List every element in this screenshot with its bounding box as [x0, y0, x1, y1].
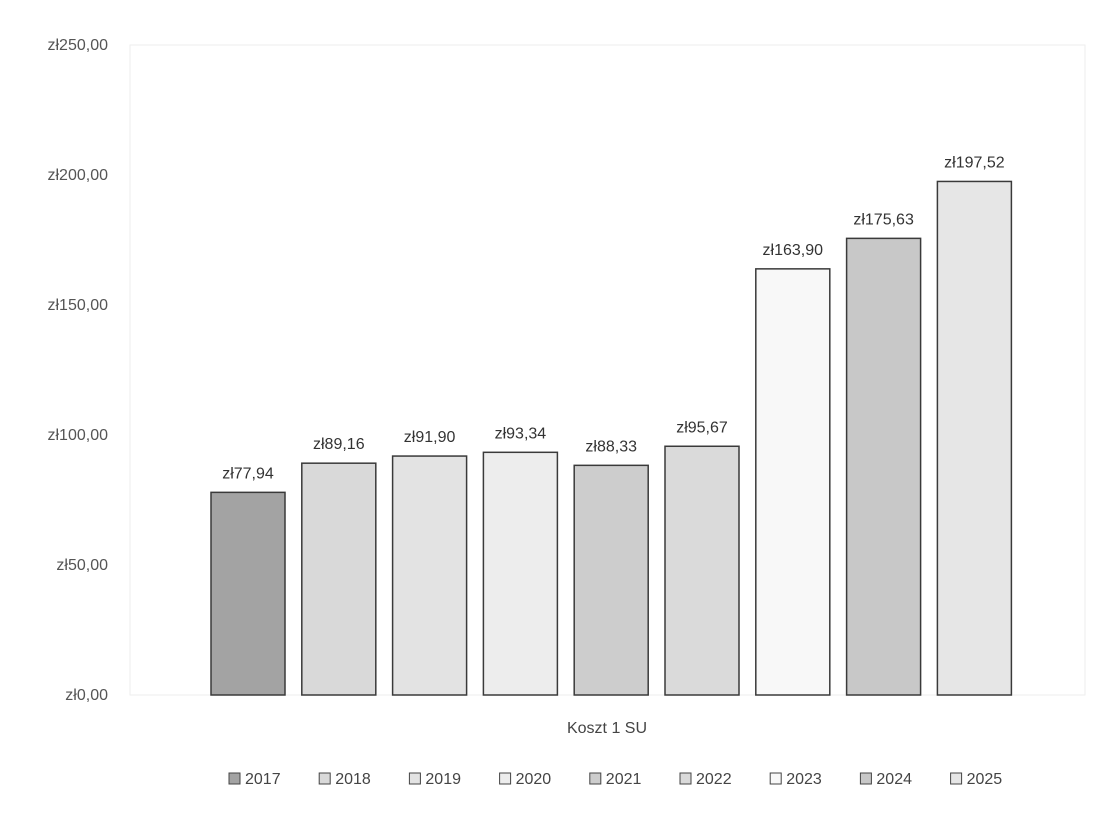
- data-label-2023: zł163,90: [763, 242, 824, 259]
- bar-2022: [664, 445, 740, 696]
- legend: 2017 2018 2019 2020 2021 2022 2023 2024 2025: [228, 771, 1003, 788]
- legend-label-2021: 2021: [606, 771, 642, 788]
- legend-swatch-2024: [859, 772, 872, 785]
- data-label-2018: zł89,16: [313, 436, 365, 453]
- y-tick-label: zł0,00: [65, 687, 108, 704]
- legend-swatch-2019: [408, 772, 421, 785]
- legend-swatch-2025: [950, 772, 963, 785]
- legend-label-2024: 2024: [876, 771, 912, 788]
- data-label-2025: zł197,52: [944, 154, 1005, 171]
- y-tick-label: zł250,00: [48, 37, 109, 54]
- legend-label-2020: 2020: [516, 771, 552, 788]
- legend-swatch-2021: [589, 772, 602, 785]
- legend-swatch-2020: [499, 772, 512, 785]
- legend-swatch-2022: [679, 772, 692, 785]
- y-tick-label: zł150,00: [48, 297, 109, 314]
- data-label-2017: zł77,94: [222, 465, 274, 482]
- data-label-2021: zł88,33: [585, 438, 637, 455]
- bar-2019: [391, 455, 468, 696]
- bar-2025: [936, 180, 1013, 696]
- bar-2018: [301, 462, 377, 696]
- category-axis-label: Koszt 1 SU: [567, 720, 647, 737]
- bar-2020: [482, 451, 559, 696]
- legend-label-2025: 2025: [967, 771, 1003, 788]
- bars-group: [210, 180, 1013, 696]
- legend-label-2023: 2023: [786, 771, 822, 788]
- bar-2023: [755, 268, 831, 696]
- y-tick-label: zł50,00: [56, 557, 108, 574]
- y-tick-label: zł200,00: [48, 167, 109, 184]
- bar-2024: [845, 237, 922, 696]
- y-axis: zł0,00 zł50,00 zł100,00 zł150,00 zł200,00 zł2…: [48, 37, 109, 704]
- legend-label-2017: 2017: [245, 771, 281, 788]
- data-label-2024: zł175,63: [853, 211, 914, 228]
- legend-label-2018: 2018: [335, 771, 371, 788]
- data-labels-group: zł77,94 zł89,16 zł91,90 zł93,34 zł88,33 zł95,…: [222, 154, 1005, 482]
- bar-2017: [210, 491, 286, 696]
- data-label-2019: zł91,90: [404, 429, 456, 446]
- data-label-2022: zł95,67: [676, 419, 728, 436]
- data-label-2020: zł93,34: [495, 425, 547, 442]
- legend-swatch-2018: [318, 772, 331, 785]
- bar-2021: [573, 464, 649, 696]
- legend-label-2019: 2019: [425, 771, 461, 788]
- legend-swatch-2017: [228, 772, 241, 785]
- legend-swatch-2023: [769, 772, 782, 785]
- legend-label-2022: 2022: [696, 771, 732, 788]
- y-tick-label: zł100,00: [48, 427, 109, 444]
